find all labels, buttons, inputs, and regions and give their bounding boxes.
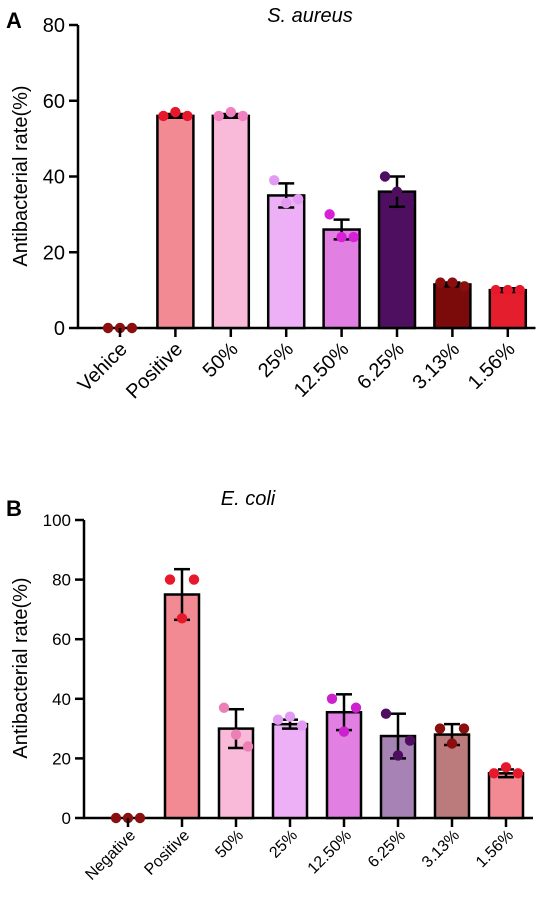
- panel-b-category-label: 12.50%: [305, 827, 355, 877]
- panel-b-data-point: [404, 735, 416, 746]
- panel-a-data-point: [435, 277, 446, 288]
- panel-a-data-point: [213, 110, 224, 122]
- panel-b-data-point: [488, 768, 500, 779]
- panel-a-data-point: [379, 171, 391, 182]
- panel-b-data-point: [458, 723, 470, 734]
- panel-a-data-point: [102, 322, 114, 334]
- panel-a-y-tick-label: 60: [43, 91, 65, 113]
- panel-a-data-point: [514, 284, 525, 296]
- panel-b-y-tick-label: 20: [52, 749, 71, 768]
- panel-b-data-point: [164, 574, 176, 585]
- panel-b-category-label: 3.13%: [419, 827, 463, 871]
- panel-a-category-label: Positive: [122, 338, 187, 403]
- panel-b-data-point: [284, 711, 296, 722]
- panel-b-data-point: [392, 750, 404, 761]
- panel-b-data-point: [134, 812, 146, 824]
- panel-a-bar: [156, 114, 195, 330]
- panel-a-bar: [377, 190, 417, 330]
- panel-a-label: A: [6, 8, 22, 33]
- panel-a-data-point: [225, 106, 236, 118]
- panel-a-category-label: 50%: [199, 338, 243, 382]
- panel-b-data-point: [230, 729, 242, 740]
- panel-b-y-tick-label: 100: [43, 511, 71, 530]
- panel-b-data-point: [188, 574, 200, 585]
- panel-b-data-point: [326, 693, 338, 704]
- panel-a-data-point: [182, 110, 193, 122]
- panel-b-category-label: 25%: [266, 827, 301, 862]
- panel-b-title: E. coli: [221, 488, 276, 510]
- panel-b-category-label: 50%: [212, 827, 247, 862]
- panel-b-y-tick-label: 0: [62, 809, 71, 828]
- panel-b-data-point: [110, 812, 122, 824]
- panel-a-category-label: 3.13%: [409, 338, 465, 394]
- panel-a-category-label: 1.56%: [464, 338, 520, 394]
- panel-b-bar: [271, 722, 309, 820]
- panel-a-data-point: [490, 284, 501, 296]
- panel-a-data-point: [502, 284, 513, 296]
- panel-a-y-tick-label: 0: [54, 318, 65, 340]
- panel-a-y-tick-label: 80: [43, 15, 65, 37]
- panel-b-label: B: [6, 496, 22, 521]
- panel-b-data-point: [272, 714, 284, 725]
- panel-a-data-point: [126, 322, 138, 334]
- panel-b-y-tick-label: 40: [52, 690, 71, 709]
- panel-b-data-point: [434, 723, 446, 734]
- panel-b-data-point: [338, 726, 350, 737]
- panel-b-y-tick-label: 60: [52, 630, 71, 649]
- panel-b-y-tick-label: 80: [52, 571, 71, 590]
- panel-b-y-axis-label: Antibacterial rate(%): [10, 577, 32, 758]
- panel-a-category-label: 6.25%: [353, 338, 409, 394]
- panel-b-data-point: [242, 741, 254, 752]
- panel-a-y-axis-label: Antibacterial rate(%): [10, 85, 32, 266]
- panel-a-bar: [488, 288, 528, 330]
- panel-a-data-point: [391, 186, 403, 197]
- panel-b-data-point: [218, 702, 230, 713]
- panel-b-data-point: [512, 768, 524, 779]
- panel-a-data-point: [459, 281, 470, 292]
- panel-a-bar: [211, 114, 251, 330]
- panel-a-data-point: [269, 175, 280, 186]
- panel-b-category-label: Positive: [141, 827, 193, 879]
- panel-a-data-point: [170, 106, 181, 118]
- panel-b-category-label: 1.56%: [473, 827, 517, 871]
- panel-a-y-tick-label: 20: [43, 242, 65, 264]
- panel-b-data-point: [500, 762, 512, 773]
- panel-a-category-label: 12.50%: [290, 338, 354, 402]
- panel-a-data-point: [403, 197, 415, 209]
- panel-a-chart: A S. aureus Antibacterial rate(%) 0 20 40 6…: [6, 5, 536, 403]
- panel-a-bar: [266, 194, 306, 330]
- panel-a-data-point: [447, 277, 458, 288]
- panel-b-data-point: [350, 702, 362, 713]
- panel-a-category-label: 25%: [254, 338, 298, 382]
- panel-b-category-label: 6.25%: [365, 827, 409, 871]
- panel-a-data-point: [158, 110, 169, 122]
- panel-a-title: S. aureus: [267, 5, 353, 27]
- panel-b-bar: [487, 772, 525, 820]
- panel-a-y-tick-label: 40: [43, 167, 65, 189]
- panel-a-data-point: [237, 110, 248, 122]
- panel-b-chart: B E. coli Antibacterial rate(%) 0 20 40 60 8…: [6, 488, 533, 884]
- panel-b-data-point: [296, 720, 308, 731]
- panel-a-bar: [322, 228, 361, 330]
- panel-b-data-point: [380, 708, 392, 719]
- panel-a-data-point: [293, 194, 304, 205]
- panel-a-data-point: [324, 209, 335, 220]
- panel-b-category-label: Negative: [82, 827, 139, 884]
- panel-b-data-point: [446, 738, 458, 749]
- panel-b-data-point: [176, 613, 188, 624]
- panel-a-data-point: [281, 197, 292, 209]
- panel-b-bar: [163, 593, 201, 820]
- panel-a-data-point: [336, 231, 347, 243]
- panel-a-data-point: [348, 231, 359, 243]
